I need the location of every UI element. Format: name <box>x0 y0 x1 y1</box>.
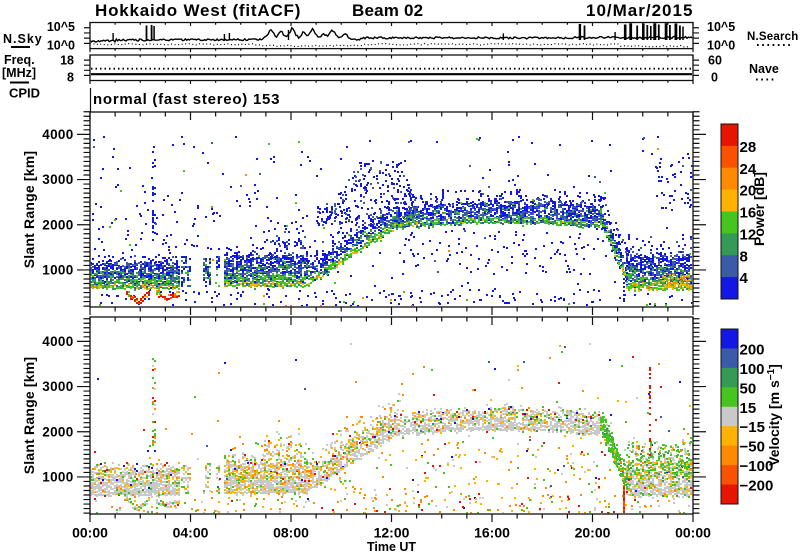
svg-text:Freq.: Freq. <box>4 53 35 67</box>
svg-text:−50: −50 <box>740 439 765 456</box>
svg-text:−15: −15 <box>740 419 765 436</box>
svg-text:2000: 2000 <box>42 424 73 439</box>
svg-text:16:00: 16:00 <box>474 525 510 541</box>
svg-text:4000: 4000 <box>42 334 73 349</box>
svg-text:0: 0 <box>711 71 718 85</box>
svg-text:10^0: 10^0 <box>707 39 735 53</box>
svg-text:16: 16 <box>740 205 757 222</box>
svg-text:10^5: 10^5 <box>707 20 735 34</box>
svg-text:Hokkaido West (fitACF): Hokkaido West (fitACF) <box>95 1 301 20</box>
svg-text:N.Sky: N.Sky <box>3 32 43 46</box>
svg-text:3000: 3000 <box>42 379 73 394</box>
svg-text:Velocity [m s−1]: Velocity [m s−1] <box>766 364 782 466</box>
svg-text:8: 8 <box>67 71 74 85</box>
svg-text:60: 60 <box>708 54 722 68</box>
svg-text:50: 50 <box>740 380 757 397</box>
svg-text:CPID: CPID <box>9 86 40 101</box>
svg-text:1000: 1000 <box>42 263 73 278</box>
svg-text:Nave: Nave <box>749 62 779 76</box>
svg-text:00:00: 00:00 <box>72 525 108 541</box>
svg-text:Power [dB]: Power [dB] <box>751 172 767 246</box>
svg-text:24: 24 <box>740 161 757 178</box>
svg-text:10/Mar/2015: 10/Mar/2015 <box>586 1 693 20</box>
svg-text:20:00: 20:00 <box>575 525 611 541</box>
svg-text:12: 12 <box>740 226 757 243</box>
svg-text:100: 100 <box>740 361 765 378</box>
svg-text:normal (fast stereo) 153: normal (fast stereo) 153 <box>93 91 280 108</box>
svg-text:[MHz]: [MHz] <box>2 66 36 80</box>
svg-text:N.Search: N.Search <box>747 31 798 43</box>
svg-text:Slant Range [km]: Slant Range [km] <box>21 357 37 475</box>
svg-text:10^0: 10^0 <box>47 39 75 53</box>
svg-text:200: 200 <box>740 341 765 358</box>
svg-text:28: 28 <box>740 139 757 156</box>
svg-text:1000: 1000 <box>42 470 73 485</box>
svg-text:Time UT: Time UT <box>367 540 416 554</box>
svg-text:Beam 02: Beam 02 <box>352 1 423 20</box>
svg-text:00:00: 00:00 <box>675 525 711 541</box>
svg-text:10^5: 10^5 <box>47 20 75 34</box>
svg-text:4: 4 <box>740 270 749 287</box>
svg-text:20: 20 <box>740 183 757 200</box>
svg-text:−200: −200 <box>740 478 774 495</box>
svg-text:8: 8 <box>740 248 748 265</box>
svg-text:3000: 3000 <box>42 172 73 187</box>
svg-text:18: 18 <box>60 54 74 68</box>
svg-text:Slant Range [km]: Slant Range [km] <box>21 151 37 269</box>
svg-text:08:00: 08:00 <box>273 525 309 541</box>
svg-text:−100: −100 <box>740 458 774 475</box>
svg-text:15: 15 <box>740 400 757 417</box>
svg-text:12:00: 12:00 <box>374 525 410 541</box>
svg-text:2000: 2000 <box>42 217 73 232</box>
svg-text:4000: 4000 <box>42 127 73 142</box>
svg-text:04:00: 04:00 <box>173 525 209 541</box>
